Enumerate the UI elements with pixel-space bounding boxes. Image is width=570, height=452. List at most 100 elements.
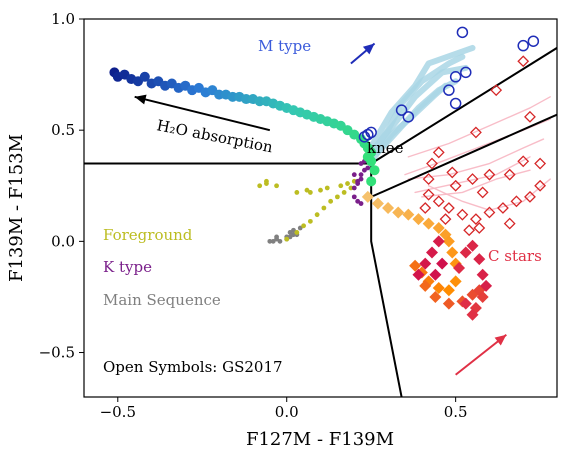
c-stars-track-line bbox=[421, 169, 531, 198]
c-stars-point bbox=[459, 297, 472, 310]
gs2017-c-point bbox=[503, 168, 516, 181]
gs2017-c-point bbox=[463, 224, 476, 237]
y-tick-label: −0.5 bbox=[39, 344, 75, 362]
gs2017-c-point bbox=[524, 190, 536, 203]
y-tick-label: 1.0 bbox=[51, 10, 75, 28]
y-tick-label: 0.0 bbox=[51, 232, 75, 250]
y-axis: −0.5 0.0 0.5 1.0 bbox=[39, 10, 84, 362]
x-axis: −0.5 0.0 0.5 bbox=[100, 397, 468, 421]
c-stars-point bbox=[409, 259, 422, 272]
gs2017-c-point bbox=[449, 179, 462, 192]
c-stars-point bbox=[449, 275, 462, 288]
c-stars-point bbox=[429, 290, 442, 303]
boundary-lines bbox=[84, 47, 557, 397]
foreground-point bbox=[307, 218, 313, 224]
model-tracks bbox=[364, 44, 551, 211]
foreground-point bbox=[351, 178, 357, 184]
gs2017-c-point bbox=[510, 195, 523, 208]
foreground-point bbox=[345, 181, 350, 186]
c-stars-point bbox=[442, 284, 455, 297]
k-type-point bbox=[362, 167, 367, 173]
c-stars-track-line bbox=[407, 96, 551, 158]
foreground-point bbox=[328, 198, 334, 204]
gs2017-c-point bbox=[469, 213, 482, 226]
c-stars-point bbox=[476, 290, 489, 303]
gs2017-m-point bbox=[402, 111, 415, 123]
vertical-divider-line bbox=[370, 163, 403, 397]
gs2017-c-point bbox=[439, 213, 452, 226]
k-type-point bbox=[358, 172, 364, 178]
gs2017-c-point bbox=[466, 173, 479, 186]
main-sequence-point bbox=[267, 238, 273, 244]
upper-diagonal-line bbox=[370, 47, 557, 165]
foreground-point bbox=[257, 183, 263, 189]
c-stars-point bbox=[466, 308, 479, 321]
main-sequence-point bbox=[287, 234, 293, 240]
gs2017-c-point bbox=[534, 157, 547, 170]
y-axis-label: F139M - F153M bbox=[6, 134, 27, 282]
knee-point bbox=[366, 176, 377, 187]
gs2017-m-point bbox=[449, 97, 462, 110]
k-type-point bbox=[358, 201, 364, 206]
foreground-point bbox=[314, 212, 320, 218]
gs2017-m-point bbox=[449, 71, 462, 83]
gs2017-c-point bbox=[469, 126, 482, 139]
m-type-arrow-head bbox=[362, 43, 375, 55]
gs2017-m-point bbox=[443, 84, 455, 96]
c-stars-point bbox=[446, 246, 459, 259]
foreground-point bbox=[307, 190, 313, 195]
x-tick-label: −0.5 bbox=[100, 403, 136, 421]
k-type-point bbox=[351, 185, 357, 191]
foreground-point bbox=[324, 185, 330, 191]
k-type-point bbox=[355, 198, 361, 204]
gs2017-c-point bbox=[473, 222, 486, 234]
lower-diagonal-line bbox=[370, 113, 557, 198]
foreground-point bbox=[294, 190, 300, 195]
foreground-point bbox=[348, 185, 354, 191]
main-sequence-point bbox=[291, 227, 296, 233]
x-tick-label: 0.0 bbox=[275, 403, 299, 421]
foreground-point bbox=[321, 205, 327, 211]
gs2017-m-point bbox=[456, 26, 469, 39]
gs2017-c-point bbox=[483, 168, 496, 181]
c-stars-point bbox=[432, 235, 445, 248]
gs2017-c-point bbox=[446, 166, 459, 179]
m-type-point bbox=[139, 71, 150, 82]
foreground-point bbox=[304, 187, 310, 193]
c-stars-point bbox=[382, 202, 395, 214]
plot-frame bbox=[83, 18, 558, 398]
c-stars-point bbox=[392, 206, 405, 219]
knee-point bbox=[366, 156, 377, 167]
legend-main-sequence: Main Sequence bbox=[103, 291, 221, 309]
foreground-point bbox=[274, 183, 279, 189]
main-sequence-point bbox=[291, 232, 296, 238]
k-type-point bbox=[365, 165, 371, 171]
annotation-open-symbols: Open Symbols: GS2017 bbox=[103, 358, 283, 376]
k-type-point bbox=[358, 161, 364, 166]
foreground-point bbox=[341, 190, 347, 195]
annotation-h2o-absorption: H₂O absorption bbox=[155, 116, 274, 156]
foreground-point bbox=[294, 230, 300, 235]
knee-point bbox=[369, 165, 380, 176]
c-stars-point bbox=[429, 268, 442, 281]
k-type-point bbox=[351, 194, 357, 200]
k-type-point bbox=[351, 172, 357, 178]
x-axis-label: F127M - F139M bbox=[246, 429, 394, 450]
annotation-arrows bbox=[134, 42, 507, 376]
main-sequence-point bbox=[270, 238, 276, 244]
gs2017-c-point bbox=[422, 188, 435, 201]
c-stars-point bbox=[402, 208, 415, 221]
gs2017-c-point bbox=[524, 110, 536, 123]
k-type-point bbox=[355, 178, 361, 184]
main-sequence-point bbox=[277, 238, 283, 244]
foreground-point bbox=[264, 178, 269, 184]
c-stars-point bbox=[476, 268, 489, 281]
c-stars-track-line bbox=[407, 138, 545, 180]
c-stars-point bbox=[442, 235, 455, 248]
c-stars-point bbox=[425, 246, 438, 259]
foreground-point bbox=[318, 187, 323, 193]
c-stars-track-line bbox=[414, 156, 531, 194]
gs2017-c-point bbox=[534, 179, 547, 192]
annotation-m-type: M type bbox=[258, 37, 311, 55]
gs2017-m-point bbox=[460, 66, 472, 79]
